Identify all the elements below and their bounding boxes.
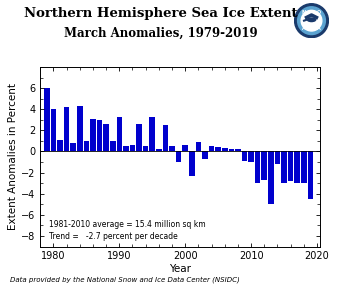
Bar xyxy=(110,141,116,151)
Text: March Anomalies, 1979-2019: March Anomalies, 1979-2019 xyxy=(64,27,258,40)
Bar xyxy=(97,120,102,151)
Bar xyxy=(294,151,300,183)
Bar xyxy=(196,142,201,151)
Bar xyxy=(70,143,76,151)
Text: A: A xyxy=(302,26,306,31)
Bar xyxy=(209,146,214,151)
Text: Trend =   -2.7 percent per decade: Trend = -2.7 percent per decade xyxy=(49,232,177,241)
Bar xyxy=(103,124,109,151)
Bar xyxy=(261,151,267,180)
Circle shape xyxy=(301,10,322,31)
Bar xyxy=(242,151,247,161)
Bar xyxy=(123,146,129,151)
Text: Northern Hemisphere Sea Ice Extent: Northern Hemisphere Sea Ice Extent xyxy=(24,7,298,20)
Bar xyxy=(117,117,122,151)
Bar xyxy=(189,151,195,176)
Text: N: N xyxy=(302,10,306,15)
Circle shape xyxy=(295,4,328,38)
Bar xyxy=(275,151,280,164)
Bar xyxy=(64,107,69,151)
Bar xyxy=(222,148,228,151)
Bar xyxy=(90,119,96,151)
Bar xyxy=(202,151,208,159)
Bar xyxy=(163,125,168,151)
Text: O: O xyxy=(317,10,321,15)
Bar xyxy=(136,124,142,151)
Bar xyxy=(149,117,155,151)
Bar xyxy=(57,140,63,151)
Bar xyxy=(176,151,181,162)
Bar xyxy=(301,151,307,183)
Y-axis label: Extent Anomalies in Percent: Extent Anomalies in Percent xyxy=(8,83,18,230)
Bar xyxy=(255,151,260,183)
Bar xyxy=(248,151,254,162)
Bar xyxy=(215,147,221,151)
Bar xyxy=(308,151,313,199)
Bar xyxy=(229,149,234,151)
X-axis label: Year: Year xyxy=(169,264,191,274)
Bar xyxy=(156,149,162,151)
Bar xyxy=(169,146,175,151)
Bar xyxy=(51,109,56,151)
Bar xyxy=(143,146,148,151)
Bar xyxy=(182,145,188,151)
Bar xyxy=(235,149,241,151)
Ellipse shape xyxy=(307,17,316,22)
Text: Data provided by the National Snow and Ice Data Center (NSIDC): Data provided by the National Snow and I… xyxy=(10,276,240,283)
Bar xyxy=(77,106,83,151)
Text: 1981-2010 average = 15.4 million sq km: 1981-2010 average = 15.4 million sq km xyxy=(49,219,205,229)
Text: A: A xyxy=(317,26,321,31)
Bar xyxy=(268,151,274,204)
Bar xyxy=(288,151,293,181)
Bar xyxy=(130,145,135,151)
Circle shape xyxy=(298,7,326,34)
Bar xyxy=(44,88,50,151)
Bar xyxy=(84,141,89,151)
Bar xyxy=(281,151,287,183)
